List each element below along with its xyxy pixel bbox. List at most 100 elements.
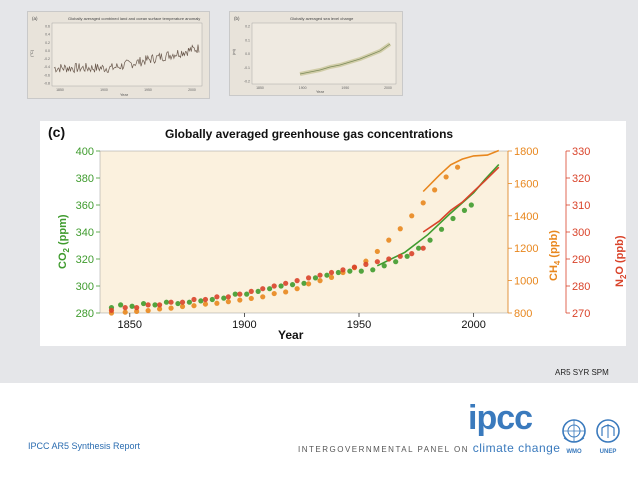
thumbnail-b-svg: (b) Globally averaged sea level change (… [231, 16, 397, 94]
ch4-data-point [271, 290, 277, 297]
co2-data-point [347, 268, 353, 274]
wmo-label: WMO [566, 449, 582, 455]
thumb-a-ytick: 0.0 [45, 49, 50, 53]
ch4-data-point [156, 306, 163, 312]
thumb-b-xtick: 2000 [384, 86, 392, 90]
n2o-data-point [156, 302, 163, 308]
co2-data-point [232, 291, 238, 297]
thumb-b-title: Globally averaged sea level change [290, 16, 354, 21]
thumb-a-ytick: -0.4 [44, 65, 50, 69]
ch4-data-point [179, 303, 186, 310]
ch4-data-point [443, 174, 449, 180]
co2-axis-label-main: CO [57, 252, 69, 269]
n2o-tick-label: 270 [572, 308, 590, 320]
n2o-data-point [328, 269, 335, 276]
co2-data-point [129, 303, 135, 309]
co2-tick-label: 320 [76, 254, 94, 266]
ch4-tick-label: 1600 [514, 178, 538, 190]
co2-data-point [267, 286, 273, 292]
n2o-tick-label: 330 [572, 146, 590, 158]
co2-data-point [278, 283, 284, 289]
n2o-data-point [294, 278, 300, 284]
thumb-a-ytick: 0.4 [45, 33, 50, 37]
co2-data-point [221, 295, 227, 301]
ch4-data-point [397, 226, 403, 232]
n2o-tick-label: 280 [572, 281, 590, 293]
x-tick-label: 1900 [232, 319, 256, 331]
n2o-axis-label: N2O (ppb) [614, 235, 626, 287]
co2-data-point [289, 282, 296, 288]
n2o-data-point [260, 286, 266, 292]
chart-plot-area [99, 150, 509, 314]
co2-data-point [186, 299, 192, 305]
ch4-data-point [237, 297, 243, 303]
co2-data-point [244, 291, 250, 297]
chart-xlabel: Year [278, 328, 304, 342]
n2o-tick-label: 290 [572, 254, 590, 266]
thumb-a-xtick: 1850 [56, 88, 64, 92]
n2o-data-point [363, 261, 369, 267]
co2-data-point [118, 302, 124, 308]
ch4-data-point [191, 303, 197, 309]
wmo-logo-icon: WMO [562, 419, 586, 455]
co2-data-point [416, 245, 422, 251]
greenhouse-gas-chart-panel: (c) Globally averaged greenhouse gas con… [40, 121, 628, 346]
thumb-a-title: Globally averaged combined land and ocea… [68, 16, 200, 21]
n2o-data-point [225, 294, 231, 300]
co2-data-point [358, 268, 364, 274]
thumb-b-ytick: 0.2 [245, 25, 250, 29]
ch4-tick-label: 1800 [514, 146, 538, 158]
thumb-a-xtick: 2000 [188, 88, 196, 92]
n2o-tick-label: 320 [572, 173, 590, 185]
n2o-series-line [422, 166, 500, 233]
ch4-data-point [386, 237, 392, 243]
ch4-tick-label: 1400 [514, 211, 538, 223]
ch4-data-point [202, 301, 209, 307]
co2-data-point [198, 298, 204, 304]
ch4-data-point [420, 200, 426, 206]
thumb-b-xtick: 1900 [299, 86, 307, 90]
ch4-data-point [432, 187, 438, 193]
n2o-data-point [409, 251, 415, 257]
ch4-data-point [317, 278, 323, 284]
co2-data-point [255, 288, 261, 294]
thumb-a-xlabel: Year [120, 92, 129, 97]
ch4-data-point [134, 308, 140, 314]
thumb-a-xtick: 1900 [100, 88, 108, 92]
ch4-tick-label: 800 [514, 308, 532, 320]
thumb-a-ytick: -0.8 [44, 82, 50, 86]
co2-axis-label-sub: 2 [62, 248, 71, 253]
ch4-data-point [168, 305, 174, 311]
n2o-data-point [122, 305, 128, 311]
thumb-a-panel-label: (a) [32, 16, 38, 21]
n2o-data-point [145, 302, 151, 308]
co2-data-point [427, 237, 433, 243]
n2o-tick-label: 310 [572, 200, 590, 212]
n2o-data-point [283, 280, 289, 286]
thumb-a-xtick: 1950 [144, 88, 152, 92]
co2-data-point [461, 207, 468, 213]
ch4-axis-label-main: CH [548, 265, 560, 281]
n2o-tick-label: 300 [572, 227, 590, 239]
wmo-emblem: WMO [559, 418, 589, 461]
n2o-data-point [340, 267, 346, 273]
ipcc-panel-prefix: INTERGOVERNMENTAL PANEL ON [298, 445, 473, 454]
thumb-a-temperature-line [53, 44, 200, 74]
thumb-a-ylabel: (°C) [29, 49, 34, 57]
co2-data-point [468, 202, 474, 208]
co2-data-point [301, 280, 307, 286]
ch4-data-point [225, 299, 231, 305]
ch4-data-point [214, 300, 220, 306]
thumbnail-temperature-chart: (a) Globally averaged combined land and … [27, 11, 210, 99]
n2o-data-point [317, 272, 323, 278]
n2o-axis-label-unit: O (ppb) [614, 235, 626, 274]
co2-tick-label: 300 [76, 281, 94, 293]
thumb-b-ylabel: (m) [231, 48, 236, 55]
thumbnail-a-svg: (a) Globally averaged combined land and … [29, 16, 203, 97]
co2-data-point [381, 263, 387, 269]
ipcc-panel-name: INTERGOVERNMENTAL PANEL ON climate chang… [298, 441, 560, 455]
co2-tick-label: 340 [76, 227, 94, 239]
report-label: IPCC AR5 Synthesis Report [28, 441, 141, 451]
greenhouse-gas-chart: (c) Globally averaged greenhouse gas con… [48, 124, 628, 342]
thumb-b-ytick: -0.2 [244, 80, 250, 84]
